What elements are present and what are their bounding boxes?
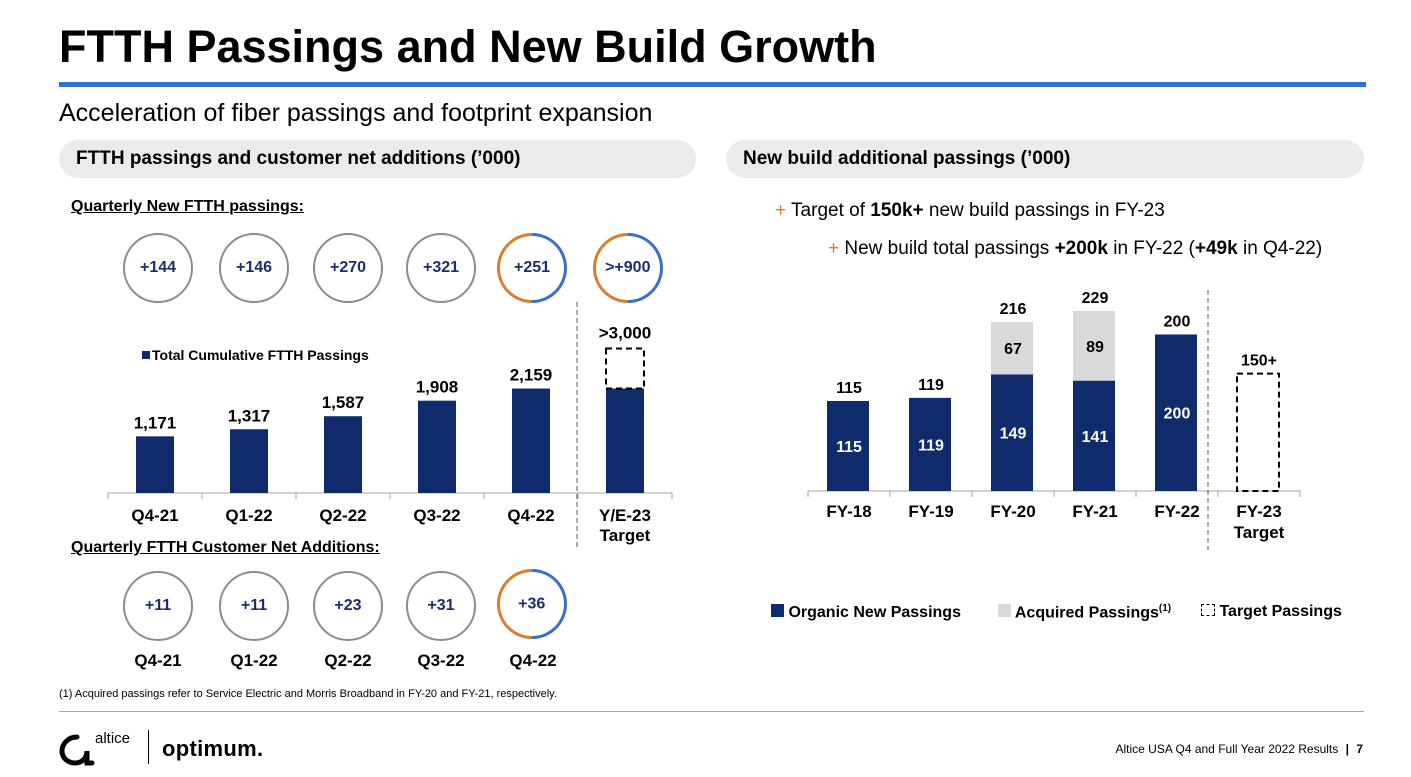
passings-label: Quarterly New FTTH passings:	[71, 198, 304, 215]
x-tick-label: Target	[1234, 523, 1285, 542]
data-label: 1,171	[134, 413, 177, 432]
bar	[512, 388, 550, 493]
segment-label-organic: 141	[1082, 429, 1109, 446]
data-label: 2,159	[510, 366, 553, 385]
bar-acquired	[991, 321, 1033, 375]
legend-swatch-acquired	[998, 604, 1011, 618]
x-tick-label: FY-21	[1072, 502, 1117, 521]
right-panel-header: New build additional passings (’000)	[726, 140, 1364, 178]
x-tick-label: Q3-22	[413, 506, 460, 525]
bar	[230, 429, 268, 493]
bullet-plus-icon: +	[828, 238, 840, 259]
legend-acquired: Acquired Passings(1)	[998, 603, 1171, 622]
bullet-target: + Target of 150k+ new build passings in …	[775, 200, 1165, 221]
footnote: (1) Acquired passings refer to Service E…	[59, 688, 557, 700]
legend-swatch-target	[1201, 604, 1215, 616]
passings-circle: +270	[313, 233, 383, 303]
x-tick-label: FY-19	[908, 502, 953, 521]
data-label: >3,000	[599, 324, 651, 343]
data-label: 1,908	[416, 378, 459, 397]
bullet-new-build: + New build total passings +200k in FY-2…	[828, 238, 1323, 259]
legend-organic: Organic New Passings	[771, 604, 961, 622]
net-adds-quarter: Q4-22	[509, 651, 557, 670]
x-tick-label: Target	[600, 526, 651, 545]
altice-logo-icon	[59, 734, 95, 766]
bar-organic	[1155, 334, 1197, 491]
data-label: 1,587	[322, 393, 365, 412]
segment-label-organic: 149	[1000, 426, 1027, 443]
bar	[606, 388, 644, 493]
company-logo: altice optimum.	[59, 730, 279, 770]
bar	[136, 436, 174, 493]
new-build-chart: 115 115 FY-18 119 119 FY-19 149 67 216 FY-20 141 89…	[807, 290, 1301, 550]
total-label: 150+	[1241, 353, 1277, 370]
x-tick-label: Q2-22	[319, 506, 366, 525]
page-title: FTTH Passings and New Build Growth	[59, 21, 877, 72]
net-adds-quarter: Q1-22	[230, 651, 278, 670]
legend-swatch-organic	[771, 604, 784, 617]
bar-organic	[909, 397, 951, 491]
data-label: 1,317	[228, 406, 271, 425]
net-adds-label: Quarterly FTTH Customer Net Additions:	[71, 539, 380, 556]
total-label: 216	[1000, 301, 1027, 318]
x-tick-label: Y/E-23	[599, 506, 651, 525]
target-box	[605, 347, 645, 390]
segment-label-organic: 119	[918, 437, 944, 454]
bar-organic	[827, 401, 869, 491]
bullet-plus-icon: +	[775, 200, 787, 221]
x-tick-label: Q4-21	[131, 506, 178, 525]
x-tick-label: Q4-22	[507, 506, 554, 525]
total-label: 115	[836, 380, 862, 397]
cumulative-passings-chart: Total Cumulative FTTH Passings Q4-21 1,171…	[107, 300, 673, 550]
net-adds-circle: +11	[219, 571, 289, 641]
segment-label-acquired: 89	[1086, 339, 1104, 356]
segment-label-organic: 115	[836, 439, 862, 456]
optimum-wordmark: optimum.	[162, 736, 264, 761]
net-adds-circle: +31	[406, 571, 476, 641]
total-label: 119	[918, 377, 944, 394]
page-subtitle: Acceleration of fiber passings and footp…	[59, 99, 653, 127]
bar	[418, 400, 456, 493]
x-tick-label: FY-23	[1236, 502, 1281, 521]
bar	[324, 416, 362, 493]
x-tick-label: FY-22	[1154, 502, 1199, 521]
bar-organic	[991, 374, 1033, 491]
total-label: 229	[1082, 290, 1109, 307]
net-adds-circle: +23	[313, 571, 383, 641]
passings-circle: +321	[406, 233, 476, 303]
passings-circle: +146	[219, 233, 289, 303]
net-adds-quarter: Q4-21	[134, 651, 182, 670]
left-panel-header: FTTH passings and customer net additions…	[59, 140, 696, 178]
title-rule	[59, 82, 1366, 87]
segment-label-acquired: 67	[1004, 341, 1022, 358]
net-adds-circle-highlight: +36	[482, 554, 582, 654]
logo-divider	[148, 730, 149, 764]
segment-label-organic: 200	[1164, 406, 1191, 423]
x-tick-label: FY-20	[990, 502, 1035, 521]
legend-label: Total Cumulative FTTH Passings	[152, 347, 369, 363]
x-tick-label: FY-18	[826, 502, 871, 521]
bar-acquired	[1073, 311, 1115, 381]
legend-target: Target Passings	[1201, 603, 1342, 621]
net-adds-quarter: Q3-22	[417, 651, 465, 670]
footer-rule	[59, 711, 1364, 712]
total-label: 200	[1164, 313, 1191, 330]
target-box	[1236, 372, 1280, 492]
footer-text: Altice USA Q4 and Full Year 2022 Results…	[1115, 742, 1363, 756]
bar-organic	[1073, 380, 1115, 491]
passings-circle: +144	[123, 233, 193, 303]
legend-swatch	[142, 351, 150, 359]
altice-wordmark: altice	[95, 730, 131, 747]
net-adds-circle: +11	[123, 571, 193, 641]
net-adds-quarter: Q2-22	[324, 651, 372, 670]
x-tick-label: Q1-22	[225, 506, 272, 525]
